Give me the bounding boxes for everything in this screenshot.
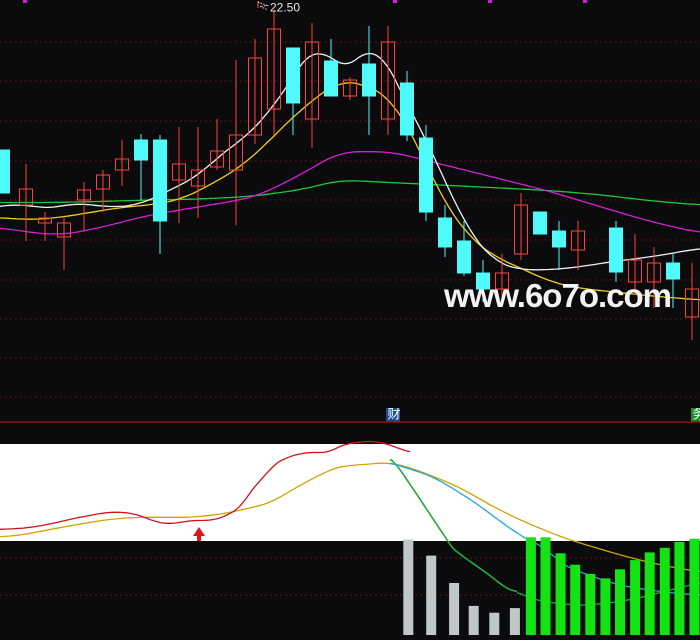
svg-text:务: 务	[693, 408, 700, 422]
svg-text:22.50: 22.50	[270, 1, 300, 15]
svg-text:财: 财	[388, 408, 401, 422]
svg-text:www.6o7o.com: www.6o7o.com	[443, 277, 671, 314]
